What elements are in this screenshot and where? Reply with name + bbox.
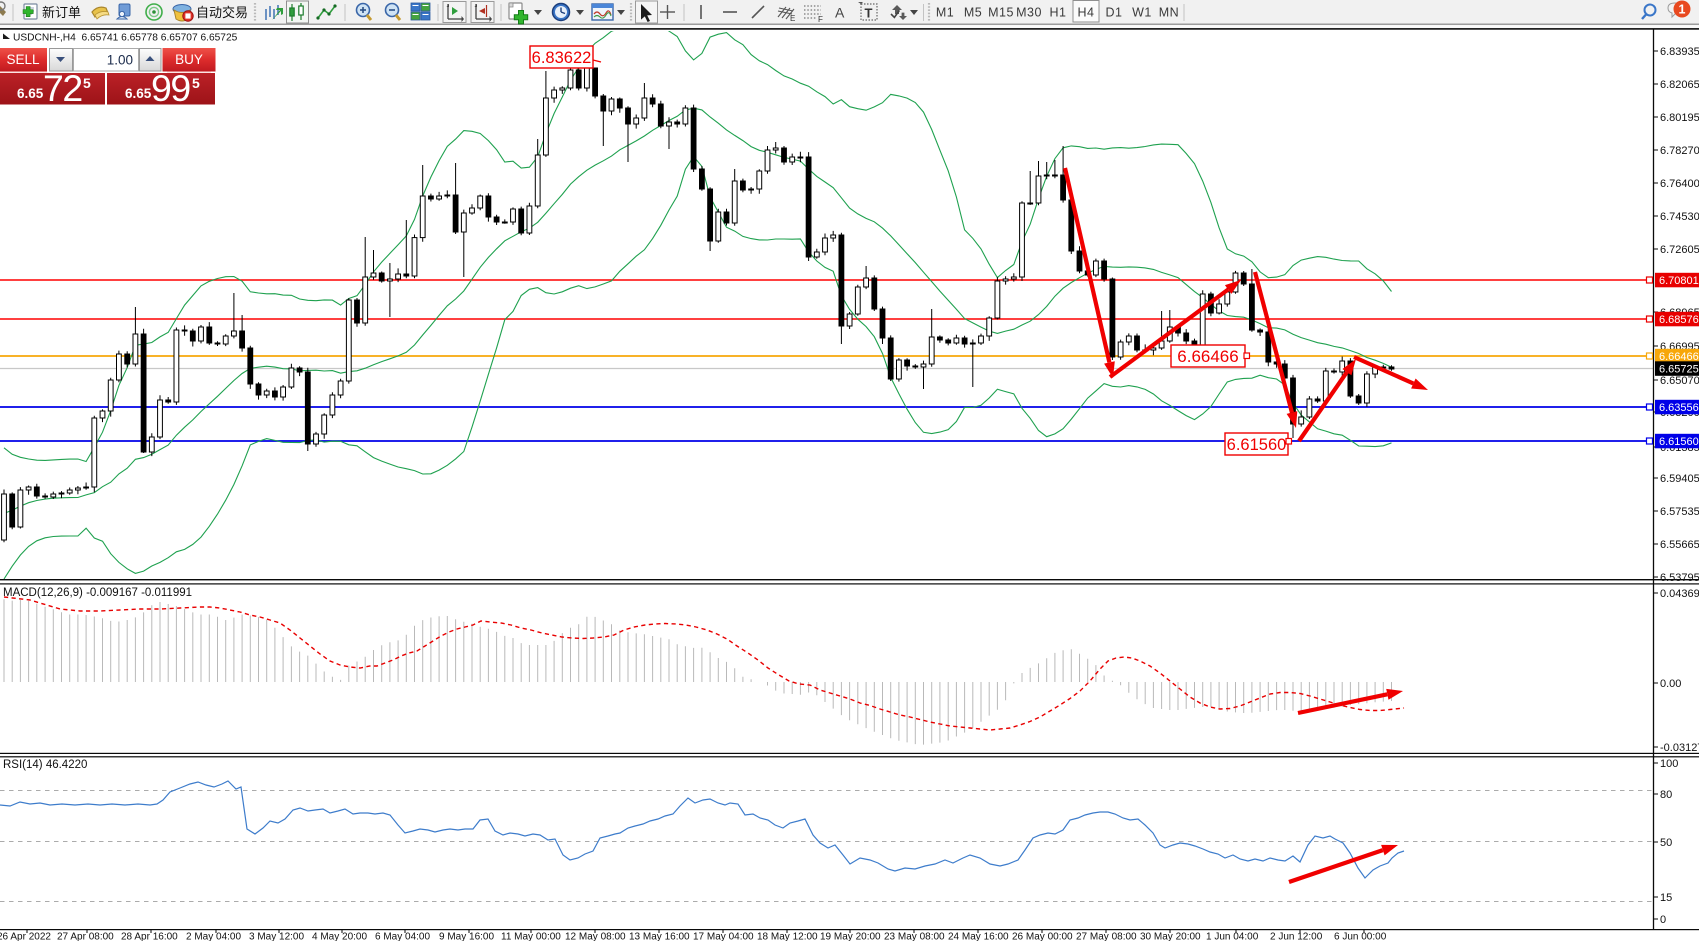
- svg-text:M5: M5: [964, 6, 982, 20]
- svg-text:6.66466: 6.66466: [1659, 351, 1699, 363]
- svg-text:1.00: 1.00: [107, 53, 133, 68]
- svg-text:6.53795: 6.53795: [1660, 572, 1699, 584]
- svg-text:23 May 08:00: 23 May 08:00: [884, 932, 945, 941]
- svg-text:-0.031271: -0.031271: [1660, 742, 1699, 754]
- svg-text:MN: MN: [1159, 6, 1179, 20]
- svg-text:MACD(12,26,9) -0.009167 -0.011: MACD(12,26,9) -0.009167 -0.011991: [3, 587, 192, 599]
- svg-text:30 May 20:00: 30 May 20:00: [1140, 932, 1201, 941]
- svg-text:6.59405: 6.59405: [1660, 473, 1699, 485]
- svg-text:自动交易: 自动交易: [196, 5, 248, 20]
- svg-text:72: 72: [43, 67, 82, 109]
- svg-text:0.00: 0.00: [1660, 678, 1681, 690]
- svg-text:W1: W1: [1132, 6, 1152, 20]
- svg-text:17 May 04:00: 17 May 04:00: [693, 932, 754, 941]
- svg-text:6.65: 6.65: [17, 86, 44, 101]
- svg-text:12 May 08:00: 12 May 08:00: [565, 932, 626, 941]
- svg-text:6 Jun 00:00: 6 Jun 00:00: [1334, 932, 1387, 941]
- svg-text:27 Apr 08:00: 27 Apr 08:00: [57, 932, 114, 941]
- svg-text:50: 50: [1660, 837, 1672, 849]
- svg-text:5: 5: [192, 75, 200, 91]
- svg-text:6 May 04:00: 6 May 04:00: [375, 932, 430, 941]
- svg-text:新订单: 新订单: [42, 5, 81, 20]
- svg-text:6.63556: 6.63556: [1659, 402, 1699, 414]
- svg-text:H1: H1: [1050, 6, 1067, 20]
- svg-text:6.61560: 6.61560: [1659, 436, 1699, 448]
- svg-text:6.72605: 6.72605: [1660, 244, 1699, 256]
- svg-text:E: E: [790, 14, 795, 23]
- svg-text:6.70801: 6.70801: [1659, 275, 1699, 287]
- svg-text:6.80195: 6.80195: [1660, 112, 1699, 124]
- svg-text:2 May 04:00: 2 May 04:00: [186, 932, 241, 941]
- svg-text:BUY: BUY: [175, 52, 203, 67]
- svg-text:T: T: [865, 6, 873, 21]
- svg-text:11 May 00:00: 11 May 00:00: [501, 932, 561, 941]
- svg-text:15: 15: [1660, 892, 1672, 904]
- svg-text:F: F: [818, 15, 823, 24]
- svg-text:19 May 20:00: 19 May 20:00: [820, 932, 881, 941]
- svg-text:6.61560: 6.61560: [1227, 436, 1287, 454]
- svg-text:0.043694: 0.043694: [1660, 588, 1699, 600]
- svg-text:3 May 12:00: 3 May 12:00: [249, 932, 304, 941]
- svg-text:6.66466: 6.66466: [1177, 347, 1238, 366]
- svg-text:M1: M1: [936, 6, 954, 20]
- svg-text:13 May 16:00: 13 May 16:00: [629, 932, 690, 941]
- svg-text:6.83935: 6.83935: [1660, 46, 1699, 58]
- svg-text:1: 1: [1679, 3, 1686, 17]
- svg-text:6.82065: 6.82065: [1660, 79, 1699, 91]
- svg-text:6.78270: 6.78270: [1660, 145, 1699, 157]
- svg-text:28 Apr 16:00: 28 Apr 16:00: [121, 932, 178, 941]
- svg-text:27 May 08:00: 27 May 08:00: [1076, 932, 1137, 941]
- svg-text:100: 100: [1660, 758, 1678, 770]
- svg-text:1 Jun 04:00: 1 Jun 04:00: [1206, 932, 1259, 941]
- svg-text:6.74530: 6.74530: [1660, 211, 1699, 223]
- svg-text:6.65: 6.65: [125, 86, 152, 101]
- svg-text:M15: M15: [988, 6, 1014, 20]
- svg-text:0: 0: [1660, 914, 1666, 926]
- svg-text:26 Apr 2022: 26 Apr 2022: [0, 932, 51, 941]
- svg-text:6.68576: 6.68576: [1659, 314, 1699, 326]
- svg-text:24 May 16:00: 24 May 16:00: [948, 932, 1009, 941]
- svg-text:6.83622: 6.83622: [532, 49, 592, 67]
- svg-text:6.65725: 6.65725: [1659, 364, 1699, 376]
- svg-text:80: 80: [1660, 789, 1672, 801]
- svg-text:A: A: [835, 5, 845, 21]
- svg-text:RSI(14) 46.4220: RSI(14) 46.4220: [3, 759, 87, 771]
- svg-text:6.76400: 6.76400: [1660, 178, 1699, 190]
- svg-text:6.55665: 6.55665: [1660, 539, 1699, 551]
- svg-text:6.65070: 6.65070: [1660, 375, 1699, 387]
- svg-text:M30: M30: [1016, 6, 1042, 20]
- svg-text:2 Jun 12:00: 2 Jun 12:00: [1270, 932, 1323, 941]
- svg-text:99: 99: [151, 67, 190, 109]
- svg-text:SELL: SELL: [6, 52, 40, 67]
- svg-text:26 May 00:00: 26 May 00:00: [1012, 932, 1073, 941]
- svg-text:5: 5: [83, 75, 91, 91]
- svg-text:4 May 20:00: 4 May 20:00: [312, 932, 367, 941]
- svg-text:H4: H4: [1078, 6, 1095, 20]
- svg-text:9 May 16:00: 9 May 16:00: [439, 932, 494, 941]
- svg-text:18 May 12:00: 18 May 12:00: [757, 932, 818, 941]
- svg-text:6.57535: 6.57535: [1660, 506, 1699, 518]
- svg-text:USDCNH-,H4 6.65741 6.65778 6.: USDCNH-,H4 6.65741 6.65778 6.65707 6.657…: [13, 33, 238, 44]
- svg-text:D1: D1: [1106, 6, 1123, 20]
